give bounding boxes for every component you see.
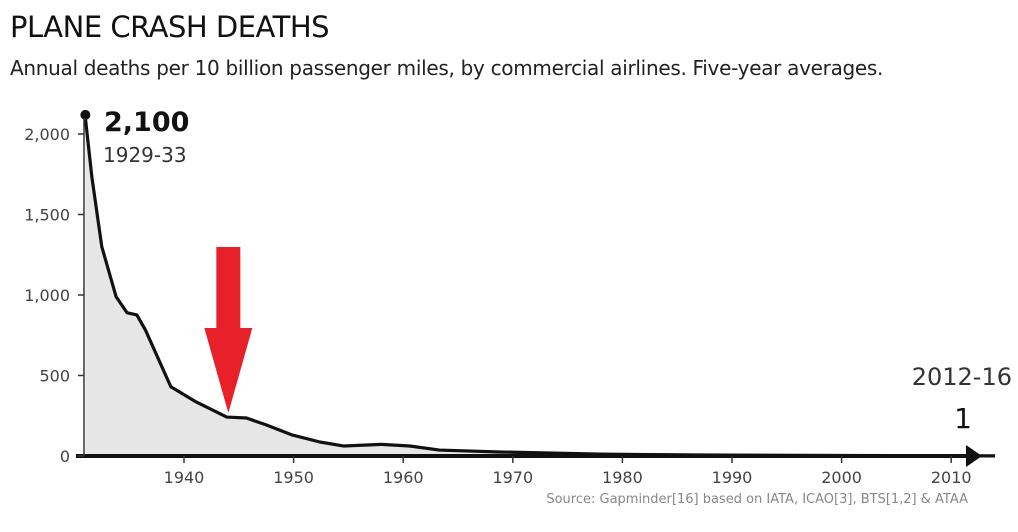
chart-subtitle: Annual deaths per 10 billion passenger m… — [10, 56, 884, 80]
x-axis-arrowhead — [966, 445, 982, 467]
y-tick-label: 1,500 — [24, 206, 70, 225]
x-tick-label: 2000 — [821, 468, 862, 487]
red-arrow-icon — [204, 247, 253, 413]
y-tick-label: 0 — [60, 447, 70, 466]
x-tick-label: 1940 — [164, 468, 205, 487]
area-fill — [85, 117, 996, 457]
x-tick-label: 2010 — [931, 468, 972, 487]
x-tick-label: 1980 — [602, 468, 643, 487]
end-value-label: 1 — [954, 402, 972, 435]
chart-title: PLANE CRASH DEATHS — [10, 10, 330, 44]
start-point-dot — [80, 109, 91, 120]
x-tick-label: 1990 — [712, 468, 753, 487]
y-tick-label: 500 — [39, 367, 70, 386]
start-value-label: 2,100 — [104, 107, 189, 138]
y-tick-label: 1,000 — [24, 286, 70, 305]
series-line — [83, 117, 996, 458]
start-period-label: 1929-33 — [103, 143, 187, 167]
x-tick-label: 1960 — [383, 468, 424, 487]
source-note: Source: Gapminder[16] based on IATA, ICA… — [546, 492, 968, 507]
end-period-label: 2012-16 — [912, 363, 1012, 391]
x-tick-label: 1950 — [273, 468, 314, 487]
y-tick-label: 2,000 — [24, 125, 70, 144]
x-tick-label: 1970 — [492, 468, 533, 487]
